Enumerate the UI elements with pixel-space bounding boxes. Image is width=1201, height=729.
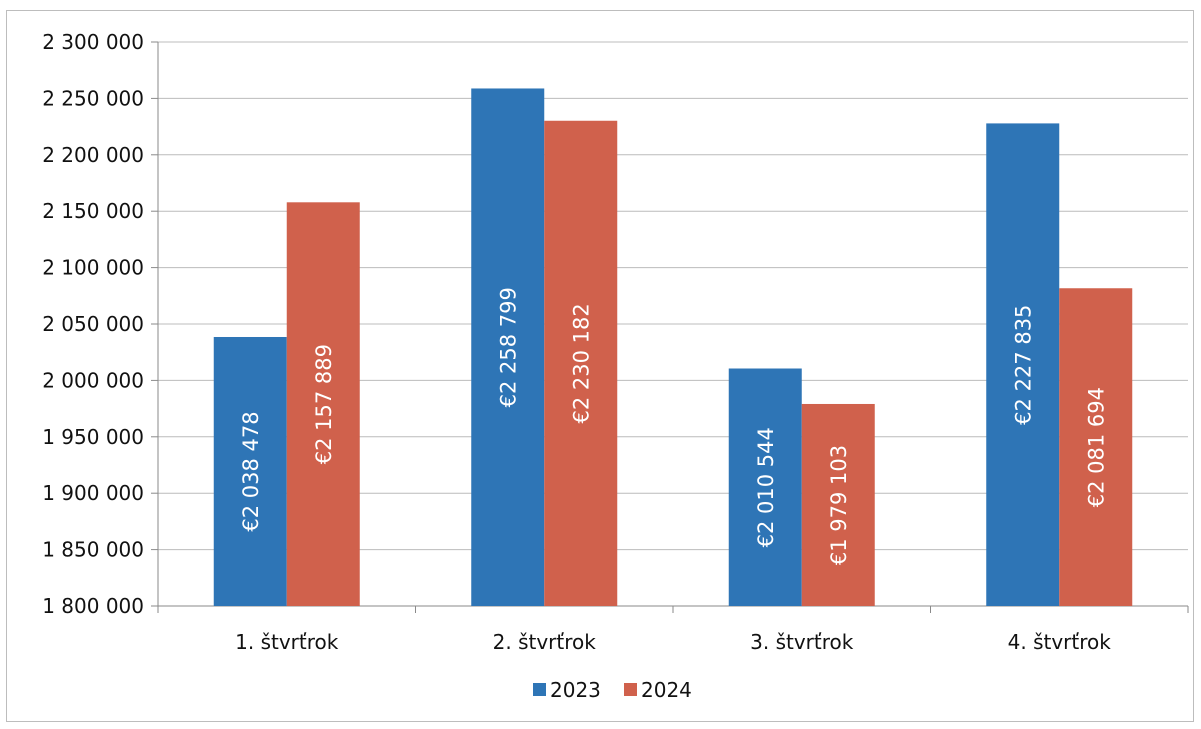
y-tick-label: 1 800 000 [42, 594, 144, 618]
legend-label: 2023 [550, 678, 601, 702]
bar-2024-4 [1059, 288, 1133, 606]
data-label: €2 258 799 [497, 287, 521, 407]
y-tick-label: 2 050 000 [42, 312, 144, 336]
data-label: €2 227 835 [1012, 305, 1036, 425]
data-label: €2 010 544 [754, 427, 778, 547]
legend-swatch-2023 [533, 683, 546, 696]
y-tick-label: 1 850 000 [42, 538, 144, 562]
bar-2023-1 [213, 336, 287, 606]
y-tick-label: 2 200 000 [42, 143, 144, 167]
legend-label: 2024 [641, 678, 692, 702]
x-category-label: 3. štvrťrok [750, 630, 854, 654]
data-label: €2 038 478 [239, 411, 263, 531]
data-label: €1 979 103 [827, 445, 851, 565]
bar-2023-2 [471, 88, 545, 606]
bar-2023-3 [728, 368, 802, 606]
data-label: €2 081 694 [1085, 387, 1109, 507]
bar-2024-1 [286, 202, 360, 606]
bar-2024-3 [801, 403, 875, 606]
y-tick-label: 1 950 000 [42, 425, 144, 449]
y-tick-label: 2 150 000 [42, 199, 144, 223]
x-category-label: 2. štvrťrok [493, 630, 597, 654]
legend-swatch-2024 [624, 683, 637, 696]
x-category-label: 1. štvrťrok [235, 630, 339, 654]
y-tick-label: 1 900 000 [42, 481, 144, 505]
data-label: €2 230 182 [570, 303, 594, 423]
y-tick-label: 2 300 000 [42, 30, 144, 54]
bar-2023-4 [986, 123, 1060, 606]
y-tick-label: 2 100 000 [42, 256, 144, 280]
y-tick-label: 2 000 000 [42, 368, 144, 392]
data-label: €2 157 889 [312, 344, 336, 464]
y-tick-label: 2 250 000 [42, 86, 144, 110]
bar-2024-2 [544, 120, 618, 607]
x-category-label: 4. štvrťrok [1008, 630, 1112, 654]
